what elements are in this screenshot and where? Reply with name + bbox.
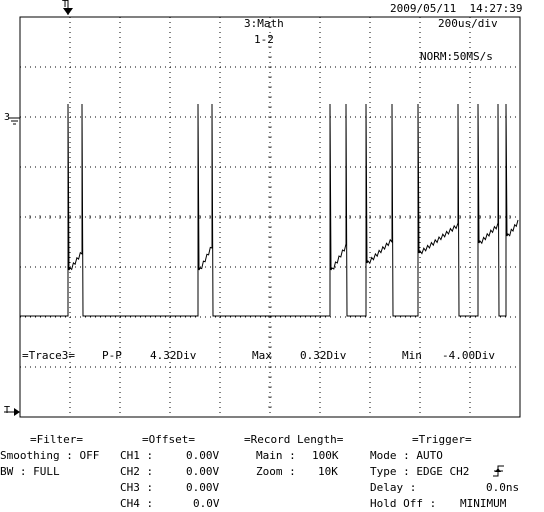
graticule-grid bbox=[19, 16, 521, 418]
channel-marker-label: 3 bbox=[4, 112, 11, 123]
trace-label: =Trace3= bbox=[22, 349, 75, 362]
trigger-level-label: T bbox=[4, 405, 11, 416]
trigger-marker-label: T bbox=[62, 0, 69, 10]
filter-smoothing: Smoothing : OFF bbox=[0, 449, 100, 462]
trigger-position-marker[interactable] bbox=[63, 0, 73, 15]
pp-value: 4.32Div bbox=[150, 349, 197, 362]
trigger-type: Type : EDGE CH2 bbox=[370, 465, 470, 478]
trigger-delay-value: 0.0ns bbox=[486, 481, 520, 494]
acquisition-mode: NORM:50MS/s bbox=[420, 50, 493, 63]
record-zoom-label: Zoom : bbox=[256, 465, 296, 478]
trigger-delay-label: Delay : bbox=[370, 481, 417, 494]
offset-ch2-label: CH2 : bbox=[120, 465, 154, 478]
datetime-readout: 2009/05/11 14:27:39 bbox=[390, 2, 523, 15]
trigger-mode: Mode : AUTO bbox=[370, 449, 443, 462]
rising-edge-icon bbox=[493, 465, 504, 477]
max-value: 0.32Div bbox=[300, 349, 347, 362]
pp-label: P-P bbox=[102, 349, 122, 362]
min-value: -4.00Div bbox=[442, 349, 495, 362]
math-waveform-trace bbox=[20, 103, 519, 317]
max-label: Max bbox=[252, 349, 272, 362]
graticule-border bbox=[19, 16, 521, 418]
min-label: Min bbox=[402, 349, 422, 362]
offset-ch3-value: 0.00V bbox=[186, 481, 220, 494]
trigger-title: =Trigger= bbox=[412, 433, 472, 446]
record-main-label: Main : bbox=[256, 449, 296, 462]
offset-ch1-value: 0.00V bbox=[186, 449, 220, 462]
scope-display bbox=[4, 0, 521, 418]
math-title: 3:Math bbox=[244, 17, 284, 30]
record-length-title: =Record Length= bbox=[244, 433, 344, 446]
channel-3-ground-marker[interactable] bbox=[9, 117, 20, 125]
filter-bw: BW : FULL bbox=[0, 465, 60, 478]
offset-ch4-label: CH4 : bbox=[120, 497, 154, 510]
trigger-holdoff-label: Hold Off : bbox=[370, 497, 437, 510]
trigger-level-marker[interactable] bbox=[4, 408, 20, 416]
offset-ch1-label: CH1 : bbox=[120, 449, 154, 462]
math-expression: 1-2 bbox=[254, 33, 274, 46]
timebase-readout: 200us/div bbox=[438, 17, 498, 30]
trigger-holdoff-value: MINIMUM bbox=[460, 497, 507, 510]
record-main-value: 100K bbox=[312, 449, 339, 462]
filter-title: =Filter= bbox=[30, 433, 83, 446]
offset-ch2-value: 0.00V bbox=[186, 465, 220, 478]
offset-ch3-label: CH3 : bbox=[120, 481, 154, 494]
offset-title: =Offset= bbox=[142, 433, 195, 446]
offset-ch4-value: 0.0V bbox=[193, 497, 220, 510]
record-zoom-value: 10K bbox=[318, 465, 338, 478]
